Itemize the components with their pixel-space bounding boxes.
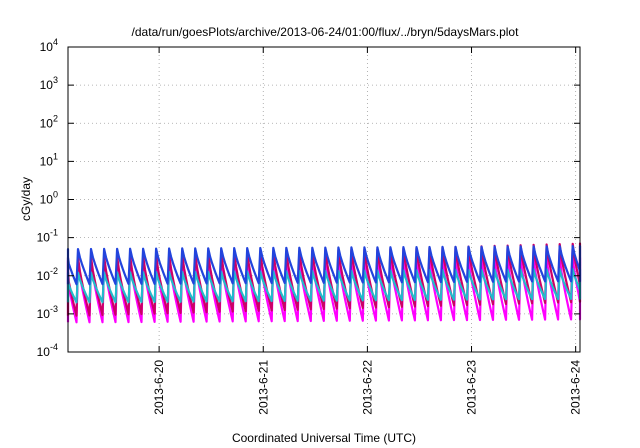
x-tick-label: 2013-6-20 — [152, 360, 166, 415]
y-tick-label: 10-3 — [37, 304, 58, 321]
y-tick-label: 102 — [40, 113, 58, 130]
x-axis-label: Coordinated Universal Time (UTC) — [232, 431, 416, 445]
y-tick-label: 10-1 — [37, 228, 58, 245]
series-line — [66, 267, 582, 304]
y-tick-label: 100 — [40, 190, 58, 207]
x-tick-label: 2013-6-21 — [256, 360, 270, 415]
x-tick-label: 2013-6-24 — [569, 360, 583, 415]
y-tick-label: 10-2 — [37, 266, 58, 283]
y-tick-label: 101 — [40, 151, 58, 168]
y-axis-label: cGy/day — [19, 177, 33, 221]
chart-title: /data/run/goesPlots/archive/2013-06-24/0… — [132, 25, 520, 39]
x-tick-label: 2013-6-22 — [360, 360, 374, 415]
y-tick-label: 104 — [40, 37, 58, 54]
y-axis: 10-4 10-3 10-2 10-1 100 101 102 103 104 — [37, 37, 580, 359]
series-layer — [66, 242, 582, 324]
x-axis: 2013-6-20 2013-6-21 2013-6-22 2013-6-23 2013… — [152, 47, 583, 415]
y-tick-label: 103 — [40, 75, 58, 92]
y-tick-label: 10-4 — [37, 342, 58, 359]
series-line — [66, 245, 582, 286]
x-tick-label: 2013-6-23 — [465, 360, 479, 415]
